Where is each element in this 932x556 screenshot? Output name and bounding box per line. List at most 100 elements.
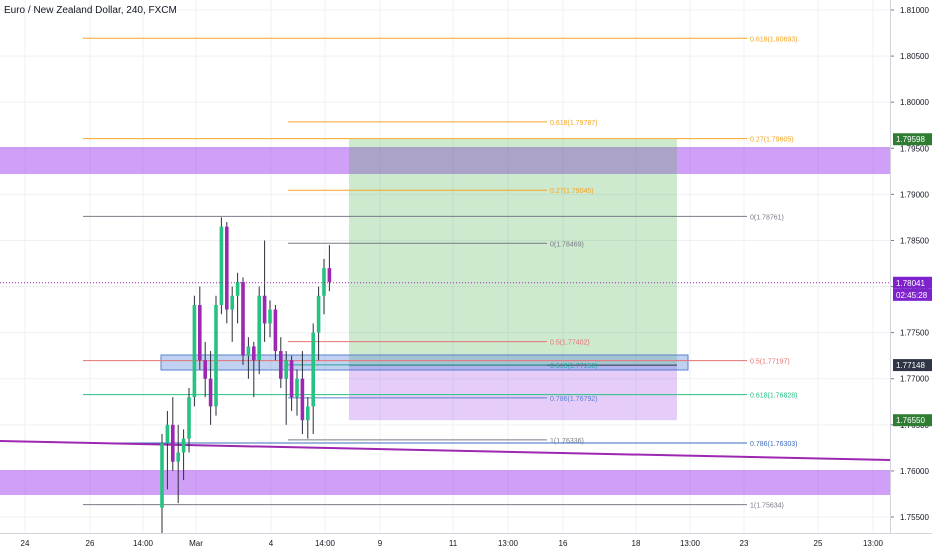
candle-body [300,378,305,421]
price-badge-label: 1.79598 [896,135,925,144]
fib-level-label: 0.5(1.77197) [750,359,790,366]
stop-loss-box[interactable] [349,365,677,421]
candle-body [225,226,229,310]
candle-body [268,309,272,324]
candle-body [241,281,245,356]
candle-body [203,360,207,379]
time-axis[interactable]: 24 26 14:00 Mar 4 14:00 9 11 13:00 16 18 13:00 23 25 1… [0,533,932,551]
price-badge[interactable] [893,276,932,289]
time-tick-label: 13:00 [863,539,884,548]
time-tick-label: 13:00 [498,539,519,548]
time-tick-label: 23 [740,539,749,548]
time-tick-label: 13:00 [680,539,701,548]
fib-level-label: 0.786(1.76792) [550,396,597,403]
candle-body [246,346,251,356]
candle-body [214,304,218,407]
fib-level-label: 0.618(1.77150) [550,363,597,370]
fib-level-label: 0.786(1.76303) [750,441,797,448]
fib-level-label: 0(1.78761) [750,214,784,221]
fib-level-label: 1(1.76336) [550,438,584,445]
fib-level-label: 0.618(1.76828) [750,393,797,400]
time-tick-label: 11 [449,539,458,548]
price-tick-label: 1.76000 [900,467,929,476]
candle-body [316,295,321,333]
fibonacci-levels[interactable]: 0.618(1.80693) 0.618(1.79787) 0.27(1.79605… [83,36,797,510]
price-badge[interactable] [893,359,932,372]
candle-body [289,360,294,398]
demand-zone[interactable] [0,470,890,495]
price-badge[interactable] [893,133,932,146]
trendline[interactable] [0,440,891,461]
candle-body [192,304,197,398]
candle-body [160,443,164,508]
price-badge[interactable] [893,288,932,301]
candle-body [257,295,261,361]
candle-body [252,346,256,361]
price-badge-label: 02:45:28 [896,291,928,300]
candle-body [279,351,283,379]
price-badge-label: 1.77148 [896,361,925,370]
price-tick-label: 1.79500 [900,144,929,153]
fib-level-label: 0.618(1.80693) [750,36,797,43]
time-tick-label: 25 [814,539,823,548]
candle-body [262,295,267,324]
candle-body [322,268,326,296]
time-tick-label: 16 [559,539,568,548]
time-tick-label: 18 [632,539,641,548]
candle-body [176,452,180,462]
candle-body [165,424,170,444]
candle-body [327,268,332,282]
candle-body [171,424,175,462]
time-tick-label: 4 [269,539,274,548]
fib-level-label: 0.27(1.79045) [550,188,594,195]
candle-body [208,378,213,407]
candle-body [230,295,234,310]
grid [0,0,890,533]
candle-body [273,309,278,352]
candle-body [306,406,310,421]
price-badge-label: 1.78041 [896,279,925,288]
fib-level-label: 0.27(1.79605) [750,137,794,144]
candle-body [295,378,299,398]
price-tick-label: 1.81000 [900,6,929,15]
candle-body [235,281,240,296]
position-boxes[interactable] [160,139,689,421]
time-axis-canvas[interactable]: 24 26 14:00 Mar 4 14:00 9 11 13:00 16 18 13:00 23 25 1… [0,534,932,551]
price-tick-label: 1.75500 [900,513,929,522]
price-tick-label: 1.77000 [900,375,929,384]
supply-zone[interactable] [0,147,890,174]
price-badge[interactable] [893,414,932,427]
fib-level-label: 0.618(1.79787) [550,120,597,127]
price-tick-label: 1.77500 [900,329,929,338]
candle-body [219,226,224,305]
price-tick-label: 1.78500 [900,236,929,245]
candle-body [284,360,288,379]
price-badge-label: 1.76550 [896,416,925,425]
supply-demand-zones[interactable] [0,147,890,495]
descending-trendline[interactable] [0,440,891,461]
candle-body [181,438,186,453]
fib-level-label: 0(1.78469) [550,241,584,248]
time-tick-label: 9 [378,539,383,548]
fib-level-label: 0.5(1.77402) [550,340,590,347]
candle-body [187,397,191,439]
price-tick-label: 1.79000 [900,190,929,199]
symbol-title[interactable]: Euro / New Zealand Dollar, 240, FXCM [4,5,177,16]
price-axis[interactable]: 1.81000 1.80500 1.80000 1.79500 1.79000 1.785… [890,0,932,533]
candle-body [198,304,202,361]
fib-level-label: 1(1.75634) [750,503,784,510]
entry-zone-box[interactable] [160,354,689,371]
profit-target-box[interactable] [349,139,677,366]
price-tick-label: 1.80000 [900,98,929,107]
price-tick-label: 1.80500 [900,52,929,61]
time-tick-label: 26 [86,539,95,548]
time-tick-label: Mar [189,539,203,548]
time-tick-label: 14:00 [315,539,336,548]
time-tick-label: 14:00 [133,539,154,548]
time-tick-label: 24 [21,539,30,548]
candle-body [311,332,315,407]
price-axis-canvas[interactable]: 1.81000 1.80500 1.80000 1.79500 1.79000 1.785… [891,0,932,533]
candlesticks [160,217,332,545]
